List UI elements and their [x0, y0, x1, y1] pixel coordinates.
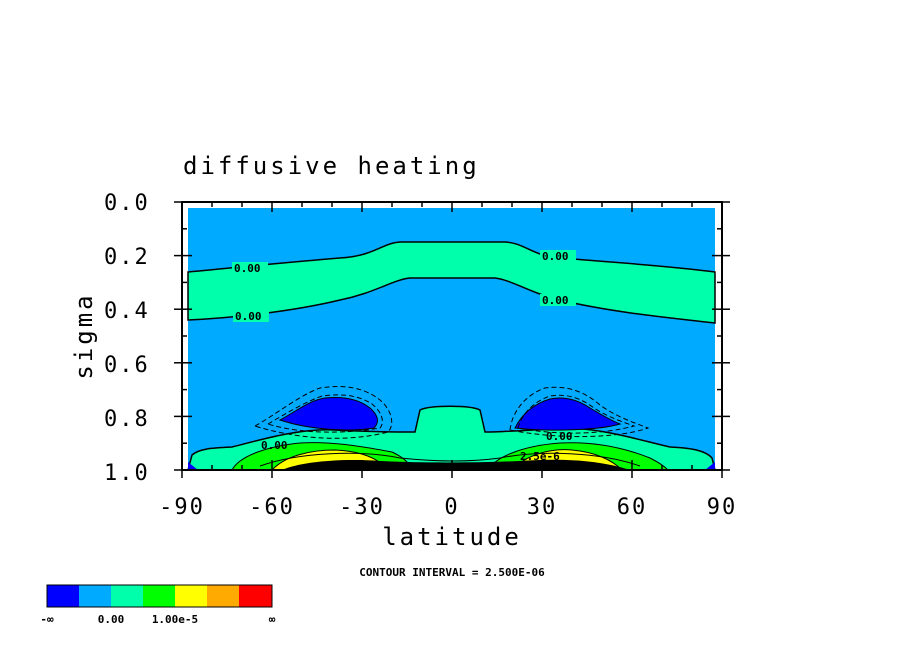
y-tick-label: 0.8: [104, 407, 150, 432]
colorbar-swatch: [207, 585, 239, 607]
edge-negative-north: [705, 462, 715, 470]
x-tick-label: 60: [617, 495, 648, 520]
contour-label: 0.00: [234, 262, 261, 275]
negative-core-south: [278, 397, 378, 431]
contour-label: 2.5e-6: [520, 450, 560, 463]
y-tick-label: 0.2: [104, 245, 150, 270]
colorbar-swatch: [111, 585, 143, 607]
dashed-contour-north: [509, 386, 650, 438]
y-tick-label: 0.0: [104, 191, 150, 216]
colorbar-label: 1.00e-5: [152, 613, 198, 626]
colorbar-swatch: [143, 585, 175, 607]
surface-contours: [282, 459, 630, 470]
contour-interval: CONTOUR INTERVAL = 2.500E-06: [359, 566, 545, 579]
contour-label: 0.00: [235, 310, 262, 323]
x-tick-label: 90: [707, 495, 738, 520]
x-tick-label: -90: [159, 495, 205, 520]
y-tick-label: 0.4: [104, 299, 150, 324]
y-axis-label: sigma: [70, 292, 98, 379]
contour-label: 0.00: [542, 294, 569, 307]
contour-label: 0.00: [542, 250, 569, 263]
y-tick-label: 1.0: [104, 461, 150, 486]
colorbar-swatch: [175, 585, 207, 607]
x-axis-label: latitude: [382, 523, 522, 551]
colorbar-swatch: [79, 585, 111, 607]
x-tick-label: -60: [249, 495, 295, 520]
contour-label: 0.00: [546, 430, 573, 443]
colorbar-swatch: [47, 585, 79, 607]
colorbar-label: -∞: [40, 613, 54, 626]
axis-ticks: [174, 201, 730, 478]
dashed-contour-south: [253, 386, 393, 439]
colorbar: -∞ 0.00 1.00e-5 ∞: [40, 584, 276, 626]
contour-label: 0.00: [261, 439, 288, 452]
edge-negative-south: [188, 462, 198, 470]
colorbar-label: ∞: [269, 613, 276, 626]
dashed-contour-south-inner: [266, 394, 383, 433]
y-tick-label: 0.6: [104, 353, 150, 378]
chart-title: diffusive heating: [183, 152, 480, 180]
surface-contour-line: [259, 452, 641, 467]
colorbar-swatch: [239, 585, 272, 607]
dashed-contour-north-inner: [517, 394, 636, 434]
upper-positive-band: [187, 241, 716, 324]
negative-core-north: [514, 397, 622, 431]
x-tick-label: -30: [339, 495, 385, 520]
x-tick-label: 30: [527, 495, 558, 520]
x-tick-label: 0: [444, 495, 459, 520]
colorbar-label: 0.00: [98, 613, 125, 626]
